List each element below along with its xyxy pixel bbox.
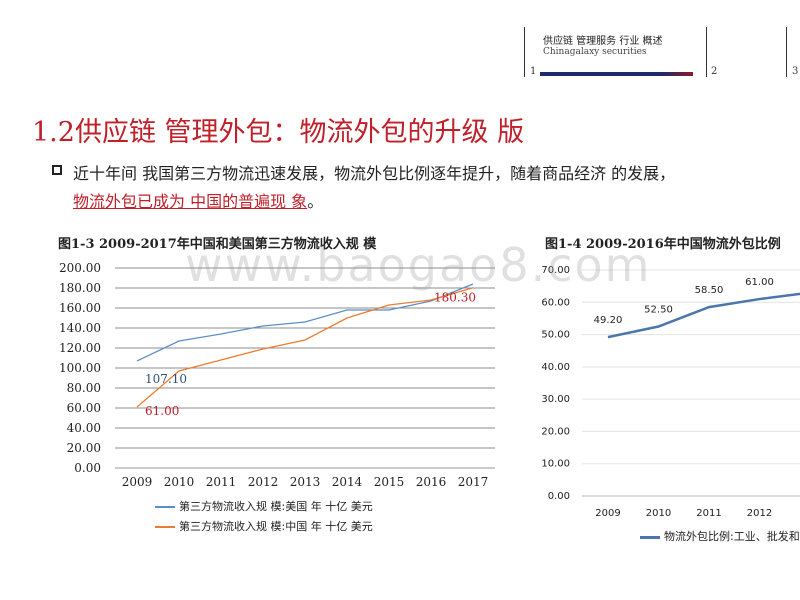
- paragraph-highlight: 物流外包已成为 中国的普遍现 象: [73, 192, 308, 211]
- chart2-x-tick: 2011: [696, 508, 721, 519]
- slide-title: 1.2供应链 管理外包：物流外包的升级 版: [32, 110, 524, 149]
- chart1-y-tick: 60.00: [67, 401, 101, 415]
- legend-swatch-us: [155, 506, 175, 508]
- chart1-y-tick: 100.00: [59, 361, 101, 375]
- chart1-y-tick: 0.00: [74, 461, 101, 475]
- chart1-x-tick: 2009: [122, 475, 153, 489]
- watermark: www.baogao8.com: [185, 238, 652, 292]
- chart2-y-tick: 30.00: [541, 394, 570, 405]
- bullet-square-icon: [52, 165, 62, 175]
- legend-label-ratio: 物流外包比例:工业、批发和: [664, 530, 800, 543]
- chart2-y-tick: 70.00: [541, 265, 570, 276]
- chart1-x-tick: 2012: [248, 475, 279, 489]
- paragraph-line-1: 近十年间 我国第三方物流迅速发展，物流外包比例逐年提升，随着商品经济 的发展，: [73, 164, 676, 183]
- legend-label-cn: 第三方物流收入规 模:中国 年 十亿 美元: [179, 520, 373, 533]
- paragraph-line-2-tail: 。: [307, 192, 324, 211]
- header-subtitle: Chinagalaxy securities: [543, 47, 647, 57]
- chart1-legend-cn: 第三方物流收入规 模:中国 年 十亿 美元: [155, 518, 373, 534]
- header-title: 供应链 管理服务 行业 概述: [543, 36, 663, 47]
- chart1-data-label: 61.00: [145, 404, 179, 418]
- chart2-y-tick: 60.00: [541, 297, 570, 308]
- chart1-y-tick: 120.00: [59, 341, 101, 355]
- paragraph-line-2: 物流外包已成为 中国的普遍现 象。: [73, 188, 675, 216]
- chart1-y-tick: 140.00: [59, 321, 101, 335]
- chart1-data-label: 180.30: [434, 291, 476, 305]
- legend-label-us: 第三方物流收入规 模:美国 年 十亿 美元: [179, 500, 373, 513]
- chart2-data-label: 58.50: [695, 285, 724, 296]
- chart1-title: 图1-3 2009-2017年中国和美国第三方物流收入规 模: [58, 237, 377, 252]
- chart1-y-tick: 80.00: [67, 381, 101, 395]
- slide-title-number: 1.2: [32, 117, 75, 148]
- chart2-y-tick: 50.00: [541, 330, 570, 341]
- header-page-1: 1: [530, 66, 537, 77]
- header-page-3: 3: [792, 66, 799, 77]
- chart1-legend-us: 第三方物流收入规 模:美国 年 十亿 美元: [155, 498, 373, 514]
- slide-title-text: 供应链 管理外包：物流外包的升级 版: [74, 117, 525, 148]
- chart1-x-tick: 2013: [290, 475, 321, 489]
- header-page-2: 2: [711, 66, 718, 77]
- legend-swatch-ratio: [640, 535, 660, 539]
- chart1-data-label: 107.10: [145, 372, 187, 386]
- chart2-y-tick: 20.00: [541, 426, 570, 437]
- header-divider-mid: [706, 27, 707, 77]
- chart2-legend: 物流外包比例:工业、批发和: [640, 528, 800, 544]
- legend-swatch-cn: [155, 526, 175, 528]
- chart2-data-label: 49.20: [594, 315, 623, 326]
- chart1-x-tick: 2010: [164, 475, 195, 489]
- chart1-x-tick: 2016: [416, 475, 447, 489]
- chart1-series-cn-line: [136, 287, 474, 408]
- chart1-x-tick: 2017: [458, 475, 489, 489]
- chart2-y-tick: 0.00: [548, 491, 570, 502]
- chart2-y-tick: 10.00: [541, 459, 570, 470]
- chart1-x-tick: 2015: [374, 475, 405, 489]
- chart1-x-tick: 2014: [332, 475, 363, 489]
- chart1-y-tick: 40.00: [67, 421, 101, 435]
- chart1-series-us-line: [136, 283, 474, 362]
- chart2-title: 图1-4 2009-2016年中国物流外包比例: [545, 237, 781, 252]
- header-divider-left: [524, 27, 525, 77]
- chart1-y-tick: 180.00: [59, 281, 101, 295]
- chart2-series-ratio-line: [607, 292, 800, 339]
- chart1-y-tick: 160.00: [59, 301, 101, 315]
- chart2-x-tick: 2009: [595, 508, 620, 519]
- header-divider-right: [786, 27, 787, 77]
- chart1-x-tick: 2011: [206, 475, 237, 489]
- chart1-y-tick: 200.00: [59, 261, 101, 275]
- chart2-data-label: 52.50: [644, 305, 673, 316]
- chart2-y-tick: 40.00: [541, 362, 570, 373]
- chart1-y-tick: 20.00: [67, 441, 101, 455]
- body-paragraph: 近十年间 我国第三方物流迅速发展，物流外包比例逐年提升，随着商品经济 的发展， …: [73, 160, 675, 216]
- chart2-data-label: 61.00: [745, 277, 774, 288]
- chart2-x-tick: 2010: [646, 508, 671, 519]
- header-progress-bar: [540, 72, 693, 76]
- chart2-x-tick: 2012: [747, 508, 772, 519]
